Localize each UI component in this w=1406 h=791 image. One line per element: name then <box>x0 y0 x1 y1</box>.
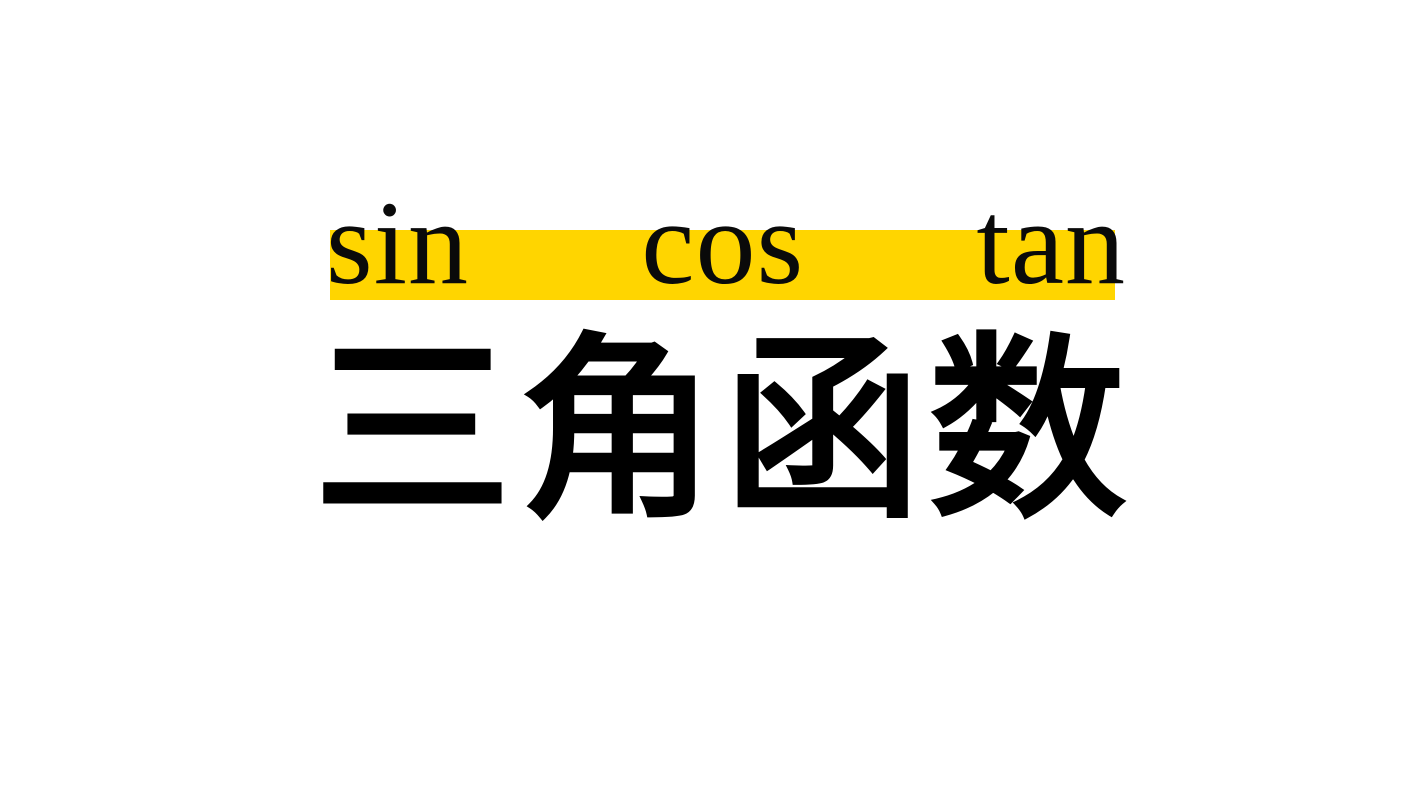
page-title: 三 角 函 数 <box>310 320 1130 540</box>
title-char-2: 角 <box>518 313 717 546</box>
cos-label: cos <box>641 176 805 309</box>
title-char-1: 三 <box>313 313 512 546</box>
title-char-3: 函 <box>723 313 922 546</box>
sin-label: sin <box>326 176 470 309</box>
title-char-4: 数 <box>928 313 1127 546</box>
highlight-bar <box>330 230 1115 300</box>
function-names: sin cos tan <box>326 168 1126 318</box>
tan-label: tan <box>976 176 1126 309</box>
